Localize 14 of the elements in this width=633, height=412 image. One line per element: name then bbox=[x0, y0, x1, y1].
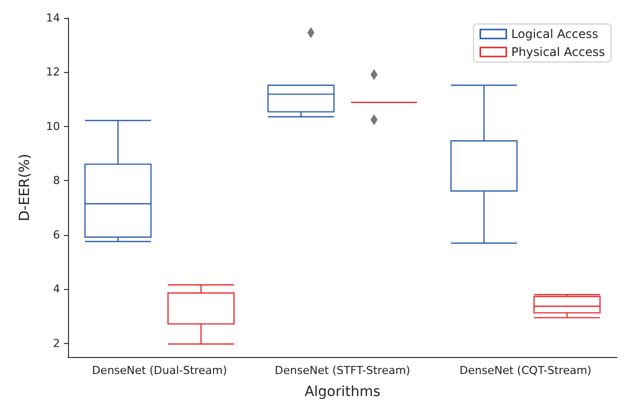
y-tick-label: 8 bbox=[53, 174, 60, 188]
y-tick-label: 14 bbox=[46, 12, 60, 24]
y-tick-label: 4 bbox=[53, 282, 60, 296]
x-axis-title: Algorithms bbox=[304, 384, 380, 400]
y-tick-label: 10 bbox=[46, 120, 60, 133]
y-tick-label: 12 bbox=[46, 66, 60, 79]
x-tick-label: DenseNet (Dual-Stream) bbox=[92, 364, 228, 377]
legend-label: Physical Access bbox=[511, 45, 606, 59]
y-tick-label: 6 bbox=[53, 228, 60, 242]
legend-label: Logical Access bbox=[511, 27, 598, 41]
x-tick-label: DenseNet (CQT-Stream) bbox=[460, 364, 592, 377]
y-axis-title: D-EER(%) bbox=[17, 154, 33, 222]
x-tick-label: DenseNet (STFT-Stream) bbox=[274, 364, 410, 377]
y-tick-label: 2 bbox=[53, 336, 60, 350]
